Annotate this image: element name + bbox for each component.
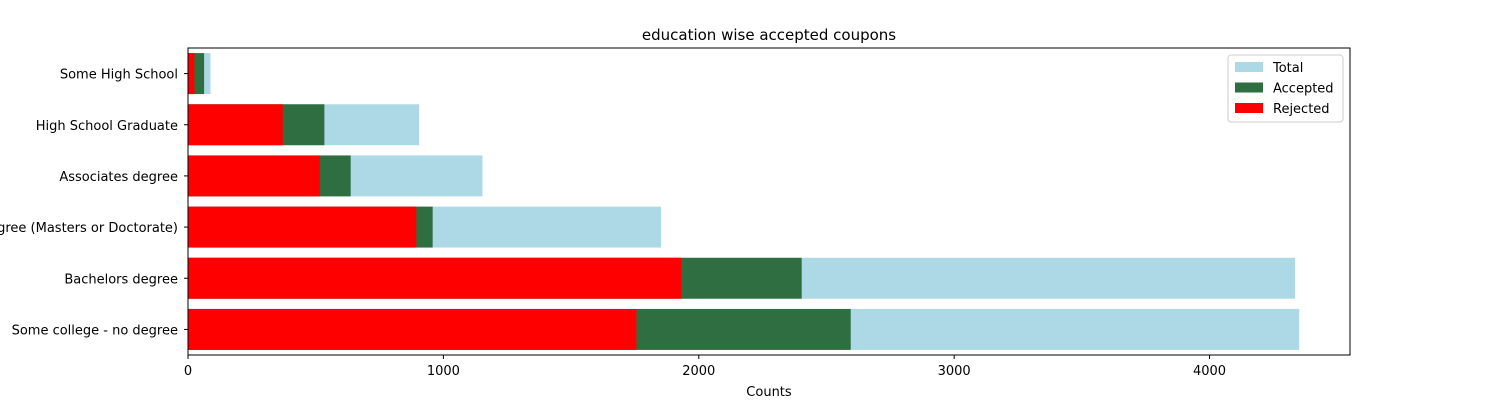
- legend-label-total: Total: [1272, 61, 1303, 76]
- legend: Total Accepted Rejected: [1227, 54, 1344, 123]
- y-tick-label: Some High School: [60, 68, 178, 83]
- x-tick-label: 2000: [682, 364, 715, 379]
- legend-swatch-rejected: [1235, 103, 1263, 113]
- y-tick-label: Graduate degree (Masters or Doctorate): [0, 221, 178, 236]
- x-axis: 0 1000 2000 3000 4000: [184, 355, 1226, 379]
- bar-rejected-2: [188, 155, 320, 197]
- y-tick-label: Bachelors degree: [64, 272, 178, 287]
- plot-frame: [187, 47, 1351, 356]
- x-tick-label: 4000: [1193, 364, 1226, 379]
- y-tick-label: Associates degree: [59, 170, 178, 185]
- bar-rejected-3: [188, 206, 417, 248]
- y-tick-label: High School Graduate: [36, 119, 178, 134]
- legend-swatch-accepted: [1235, 82, 1263, 93]
- bars-group: [188, 53, 1300, 350]
- legend-label-rejected: Rejected: [1273, 102, 1330, 117]
- chart-title: education wise accepted coupons: [642, 26, 896, 44]
- y-axis: Some High School High School Graduate Asso…: [0, 68, 188, 338]
- legend-label-accepted: Accepted: [1273, 82, 1334, 97]
- bar-rejected-4: [188, 257, 682, 299]
- legend-swatch-total: [1235, 62, 1263, 72]
- bar-rejected-1: [188, 104, 283, 146]
- y-tick-label: Some college - no degree: [12, 323, 178, 338]
- x-axis-label: Counts: [746, 385, 792, 400]
- x-tick-label: 3000: [938, 364, 971, 379]
- bar-rejected-5: [188, 308, 637, 350]
- x-tick-label: 0: [184, 364, 192, 379]
- x-tick-label: 1000: [427, 364, 460, 379]
- bar-rejected-0: [188, 53, 195, 95]
